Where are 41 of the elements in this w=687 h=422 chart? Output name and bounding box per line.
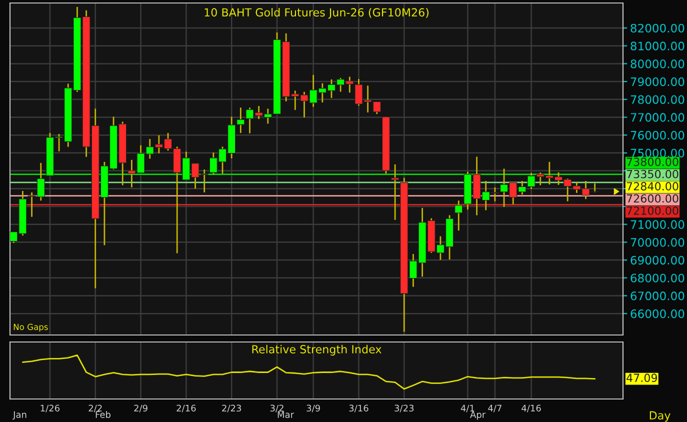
y-tick-label: 76000.00 <box>630 130 684 140</box>
candlestick <box>454 200 463 232</box>
text: 47.09 <box>626 374 658 382</box>
x-tick-label: 2/2 <box>88 404 102 412</box>
text: Day <box>650 411 670 422</box>
y-tick-label: 79000.00 <box>630 77 684 86</box>
x-tick-label: 2/23 <box>222 404 241 412</box>
y-tick-label: 77000.00 <box>630 113 684 122</box>
y-tick-label: 69000.00 <box>630 256 684 265</box>
x-tick-label: 4/16 <box>522 404 541 412</box>
x-tick-label: 3/23 <box>394 404 414 412</box>
x-tick-label: 1/26 <box>40 404 60 412</box>
chart-title: 10 BAHT Gold Futures Jun-26 (GF10M26) <box>204 8 429 19</box>
text: Feb <box>96 410 110 418</box>
text: Apr <box>470 411 486 420</box>
x-tick-label: 3/2 <box>270 404 284 412</box>
y-tick-label: 71000.00 <box>630 220 684 229</box>
annotation: No Gaps <box>14 324 48 332</box>
text: Mar <box>278 411 294 418</box>
ref-line-label: 72100.00 <box>626 206 678 215</box>
x-tick-label: 4/1 <box>460 404 474 412</box>
candlestick <box>391 164 400 221</box>
y-tick-label: 66000.00 <box>630 309 684 318</box>
y-tick-label: 81000.00 <box>630 42 684 50</box>
x-tick-label: 2/16 <box>176 404 196 412</box>
y-tick-label: 82000.00 <box>630 24 684 33</box>
x-tick-label: 2/9 <box>134 404 148 412</box>
y-tick-label: 70000.00 <box>630 238 684 247</box>
x-tick-label: 4/7 <box>488 404 502 412</box>
y-tick-label: 67000.00 <box>630 292 684 300</box>
ref-line-label: 72600.00 <box>626 194 678 203</box>
ref-line-label: 73800.00 <box>626 158 678 166</box>
x-tick-label: 3/9 <box>306 404 320 412</box>
text: Jan <box>12 411 26 420</box>
chart-title: Relative Strength Index <box>252 344 382 356</box>
y-tick-label: 78000.00 <box>630 95 684 104</box>
y-tick-label: 80000.00 <box>630 60 684 68</box>
text: 72840.00 <box>626 182 678 190</box>
x-tick-label: 3/16 <box>349 404 368 412</box>
ref-line-label: 73350.00 <box>626 170 678 178</box>
y-tick-label: 68000.00 <box>630 274 684 282</box>
